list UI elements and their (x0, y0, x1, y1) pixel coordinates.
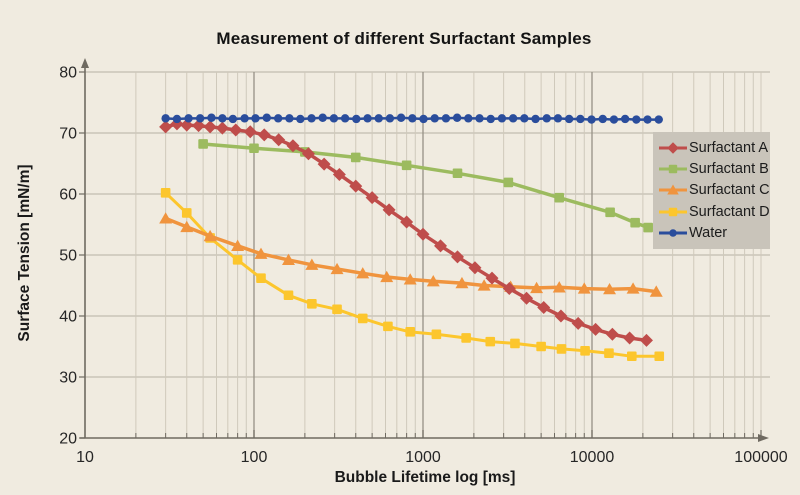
legend-label: Water (689, 225, 728, 242)
x-tick-label: 100000 (734, 449, 787, 466)
water-marker-icon (659, 229, 687, 238)
x-tick-label: 100 (241, 449, 268, 466)
y-tick-label: 80 (59, 65, 77, 82)
chart-title: Measurement of different Surfactant Samp… (216, 29, 592, 48)
legend-item-surfactant-c: Surfactant C (658, 180, 770, 200)
series-surfactant-c (159, 212, 663, 297)
y-tick-label: 60 (59, 187, 77, 204)
tick-labels: 10 100 1000 10000 100000 20 30 40 50 60 70 80 (59, 65, 788, 467)
surfactant-b-marker-icon (659, 164, 687, 174)
legend: Surfactant A Surfactant B Surfactant C Surf… (653, 132, 770, 249)
y-tick-label: 50 (59, 248, 77, 265)
x-axis-label: Bubble Lifetime log [ms] (334, 469, 516, 486)
legend-item-water: Water (658, 223, 768, 243)
legend-item-surfactant-b: Surfactant B (658, 159, 769, 179)
surfactant-a-marker-icon (659, 141, 687, 154)
axes (79, 58, 769, 442)
series-water (161, 113, 663, 124)
y-tick-label: 30 (59, 370, 77, 387)
y-tick-label: 20 (59, 431, 77, 448)
y-axis-label: Surface Tension [mN/m] (16, 164, 33, 342)
legend-label: Surfactant B (689, 161, 769, 178)
x-tick-label: 1000 (405, 449, 441, 466)
series-surfactant-a (159, 117, 653, 347)
y-tick-label: 40 (59, 309, 77, 326)
legend-label: Surfactant D (689, 203, 770, 220)
surfactant-c-marker-icon (659, 184, 687, 196)
series-surfactant-d (160, 187, 665, 362)
series-surfactant-b (198, 139, 653, 233)
x-tick-label: 10000 (570, 449, 615, 466)
gridlines (85, 71, 770, 438)
legend-label: Surfactant A (689, 139, 768, 156)
x-tick-label: 10 (76, 449, 94, 466)
y-tick-label: 70 (59, 126, 77, 143)
legend-item-surfactant-a: Surfactant A (658, 138, 768, 158)
surfactant-d-marker-icon (659, 207, 687, 217)
legend-label: Surfactant C (689, 182, 770, 199)
legend-item-surfactant-d: Surfactant D (658, 202, 770, 222)
